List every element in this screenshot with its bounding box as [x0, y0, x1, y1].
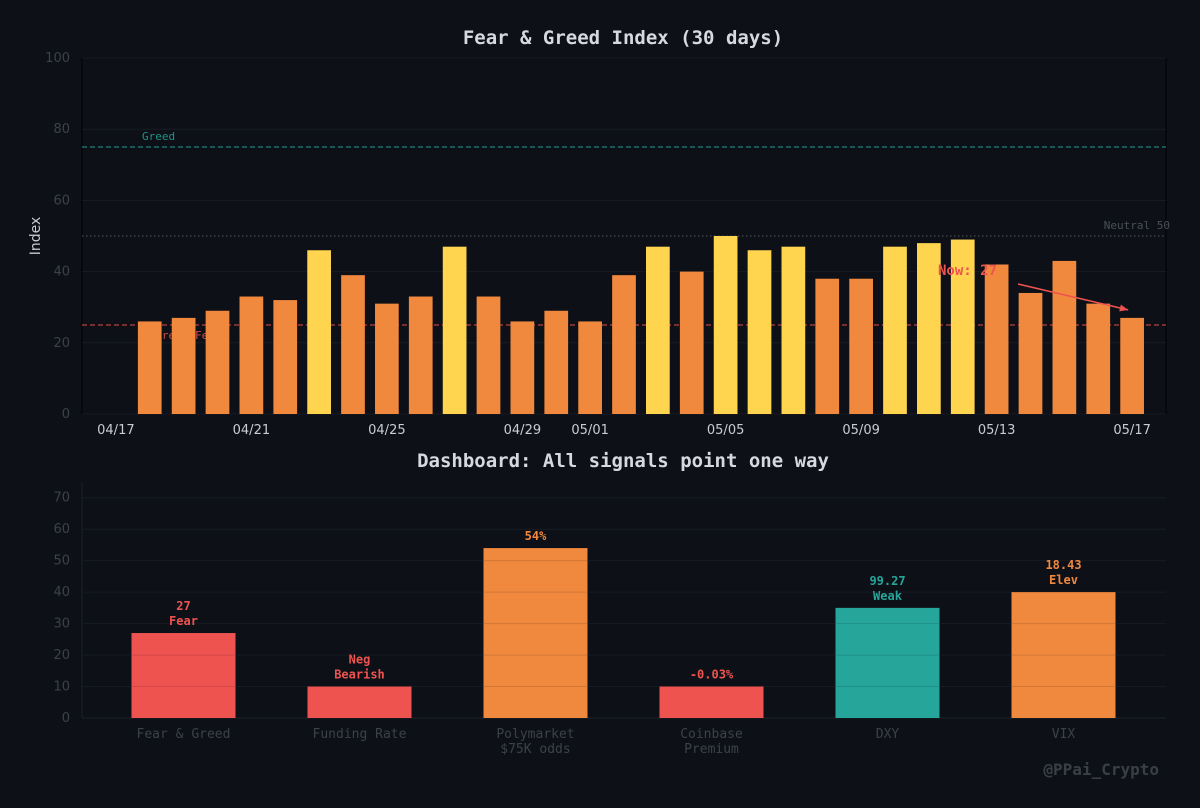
- bottom-y-tick-label: 30: [53, 617, 70, 632]
- top-bar: [1120, 317, 1144, 414]
- top-bar: [646, 246, 670, 414]
- top-y-tick-label: 0: [62, 407, 70, 422]
- bottom-value-label: 54%: [525, 529, 547, 543]
- bottom-chart: Dashboard: All signals point one way 0 10…: [53, 450, 1166, 757]
- bottom-category-label: Polymarket: [496, 727, 574, 742]
- bottom-y-tick-label: 20: [53, 648, 70, 663]
- top-x-tick-label: 05/09: [842, 423, 879, 438]
- top-x-tick-label: 04/25: [368, 423, 405, 438]
- top-bar: [137, 321, 162, 414]
- reference-line-label: Greed: [142, 130, 175, 143]
- top-bar: [578, 321, 602, 414]
- top-bar: [1018, 292, 1043, 414]
- watermark: @PPai_Crypto: [1043, 760, 1159, 779]
- top-bar: [917, 243, 941, 414]
- annotation-text: Now: 27: [938, 263, 997, 279]
- bottom-bar: [307, 686, 412, 718]
- bottom-category-labels: Fear & Greed Funding Rate Polymarket$75K o…: [137, 727, 1076, 757]
- bottom-bars: [131, 548, 1116, 718]
- top-x-tick-label: 05/01: [571, 423, 608, 438]
- top-bar: [510, 321, 535, 414]
- top-y-tick-label: 20: [53, 336, 70, 351]
- bottom-bar: [483, 548, 588, 718]
- top-x-tick-label: 05/17: [1113, 423, 1150, 438]
- top-x-tick-label: 05/13: [978, 423, 1015, 438]
- bottom-bar: [659, 686, 764, 718]
- top-bar: [273, 300, 298, 414]
- bottom-y-tick-label: 60: [53, 522, 70, 537]
- bottom-bar: [131, 633, 236, 718]
- top-bar: [950, 239, 975, 414]
- bottom-value-label: Weak: [873, 589, 903, 603]
- bottom-y-tick-label: 10: [53, 680, 70, 695]
- top-bar: [781, 246, 806, 414]
- bottom-category-label: DXY: [876, 727, 900, 742]
- reference-line-label: Neutral 50: [1104, 219, 1170, 232]
- bottom-chart-title: Dashboard: All signals point one way: [417, 450, 829, 472]
- top-x-tick-label: 04/21: [233, 423, 270, 438]
- top-annotation: Now: 27: [938, 263, 1129, 312]
- top-bar: [408, 296, 433, 414]
- bottom-bar: [1011, 592, 1116, 718]
- top-bars: [137, 236, 1144, 414]
- top-chart-title: Fear & Greed Index (30 days): [463, 27, 783, 49]
- bottom-y-ticks: 0 10 20 30 40 50 60 70: [53, 491, 70, 726]
- top-bar: [375, 303, 399, 414]
- top-bar: [1052, 260, 1077, 414]
- top-x-tick-label: 04/29: [504, 423, 541, 438]
- bottom-y-tick-label: 0: [62, 711, 70, 726]
- top-bar: [815, 278, 840, 414]
- top-chart: Fear & Greed Index (30 days) Index 0 20 40…: [28, 27, 1170, 438]
- bottom-gridlines: [81, 482, 1166, 719]
- top-y-ticks: 0 20 40 60 80 100: [45, 51, 70, 422]
- top-bar: [747, 250, 772, 414]
- bottom-category-label: Premium: [684, 742, 739, 757]
- top-bar: [341, 275, 365, 414]
- top-bar: [442, 246, 467, 414]
- bottom-value-label: Neg: [349, 653, 371, 667]
- bottom-category-label: $75K odds: [500, 742, 570, 757]
- top-x-tick-label: 05/05: [707, 423, 744, 438]
- bottom-y-tick-label: 40: [53, 585, 70, 600]
- top-bar: [679, 271, 704, 414]
- annotation-arrow-line: [1017, 283, 1129, 311]
- top-x-ticks: 04/17 04/21 04/25 04/29 05/01 05/05 05/09 05/13…: [97, 423, 1151, 438]
- top-bar: [713, 236, 738, 414]
- top-y-axis-label: Index: [28, 217, 44, 256]
- top-bar: [205, 310, 230, 414]
- top-y-tick-label: 80: [53, 122, 70, 137]
- top-bar: [1086, 303, 1111, 414]
- top-bar: [544, 310, 569, 414]
- bottom-bar: [835, 607, 940, 718]
- bottom-value-label: Elev: [1049, 573, 1078, 587]
- annotation-arrow-head: [1119, 304, 1129, 312]
- top-bar: [612, 275, 636, 414]
- top-bar: [476, 296, 501, 414]
- top-bar: [307, 250, 331, 414]
- bottom-category-label: Fear & Greed: [137, 727, 231, 742]
- bottom-y-tick-label: 50: [53, 554, 70, 569]
- bottom-category-label: Funding Rate: [313, 727, 407, 742]
- bottom-value-label: 99.27: [869, 574, 905, 588]
- bottom-value-label: Bearish: [334, 668, 385, 682]
- bottom-value-label: 27: [176, 599, 190, 613]
- top-x-tick-label: 04/17: [97, 423, 134, 438]
- top-y-tick-label: 60: [53, 193, 70, 208]
- bottom-category-label: VIX: [1052, 727, 1076, 742]
- bottom-category-label: Coinbase: [680, 727, 743, 742]
- top-bar: [171, 317, 196, 414]
- top-bar: [984, 264, 1009, 414]
- bottom-y-tick-label: 70: [53, 491, 70, 506]
- bottom-value-label: 18.43: [1045, 558, 1081, 572]
- bottom-value-label: Fear: [169, 614, 198, 628]
- bottom-value-label: -0.03%: [690, 668, 734, 682]
- top-bar: [849, 278, 873, 414]
- top-bar: [883, 246, 907, 414]
- top-bar: [239, 296, 264, 414]
- top-y-tick-label: 100: [45, 51, 70, 66]
- top-y-tick-label: 40: [53, 265, 70, 280]
